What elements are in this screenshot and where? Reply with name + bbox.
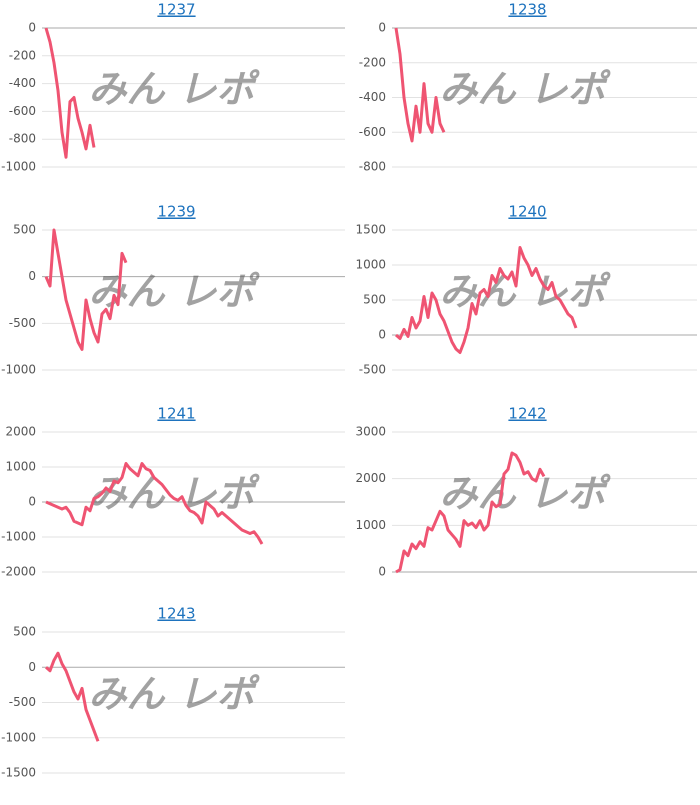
y-tick-label: -400	[9, 76, 36, 90]
y-tick-label: 500	[13, 625, 36, 639]
y-tick-label: -800	[9, 132, 36, 146]
chart-title[interactable]: 1241	[157, 405, 195, 423]
y-tick-label: -1000	[1, 530, 36, 544]
y-tick-label: -500	[359, 363, 386, 377]
line	[395, 246, 578, 354]
y-tick-label: 1000	[355, 518, 386, 532]
y-tick-label: 0	[378, 328, 386, 342]
line	[394, 27, 446, 143]
watermark: レポ	[179, 67, 261, 111]
watermark: レポ	[530, 270, 612, 314]
chart-title[interactable]: 1237	[157, 1, 195, 19]
watermark: みん	[440, 67, 517, 111]
y-tick-label: 0	[378, 21, 386, 35]
y-tick-label: -1000	[1, 730, 36, 744]
y-tick-label: -200	[359, 55, 386, 69]
y-tick-label: 3000	[355, 425, 386, 439]
y-tick-label: 0	[28, 495, 36, 509]
y-tick-label: 0	[28, 21, 36, 35]
y-tick-label: 1000	[355, 258, 386, 272]
line	[44, 228, 128, 351]
watermark: みん	[89, 67, 166, 111]
y-tick-label: -600	[359, 125, 386, 139]
y-tick-label: -1000	[1, 160, 36, 174]
y-tick-label: -200	[9, 48, 36, 62]
watermark: みん	[89, 270, 166, 314]
line	[45, 462, 264, 545]
y-tick-label: 0	[378, 565, 386, 579]
watermark: みん	[89, 672, 166, 716]
y-tick-label: -2000	[1, 565, 36, 579]
y-tick-label: 1000	[5, 460, 36, 474]
y-tick-label: -800	[359, 160, 386, 174]
y-tick-label: 0	[28, 269, 36, 283]
chart-title[interactable]: 1239	[157, 203, 195, 221]
y-tick-label: 2000	[5, 425, 36, 439]
y-tick-label: -1500	[1, 766, 36, 780]
y-tick-label: -1000	[1, 363, 36, 377]
line	[395, 451, 546, 574]
y-tick-label: 500	[13, 223, 36, 237]
watermark: レポ	[179, 472, 261, 516]
chart-title[interactable]: 1243	[157, 605, 195, 623]
line	[45, 651, 100, 742]
chart-title[interactable]: 1240	[508, 203, 546, 221]
watermark: レポ	[179, 672, 261, 716]
chart-title[interactable]: 1242	[508, 405, 546, 423]
y-tick-label: -600	[9, 104, 36, 118]
watermark: レポ	[530, 67, 612, 111]
y-tick-label: 500	[363, 293, 386, 307]
watermark: レポ	[179, 270, 261, 314]
y-tick-label: 0	[28, 660, 36, 674]
y-tick-label: -500	[9, 695, 36, 709]
y-tick-label: -500	[9, 316, 36, 330]
y-tick-label: -400	[359, 90, 386, 104]
y-tick-label: 2000	[355, 471, 386, 485]
watermark: レポ	[530, 472, 612, 516]
line	[44, 27, 96, 159]
chart-title[interactable]: 1238	[508, 1, 546, 19]
y-tick-label: 1500	[355, 223, 386, 237]
